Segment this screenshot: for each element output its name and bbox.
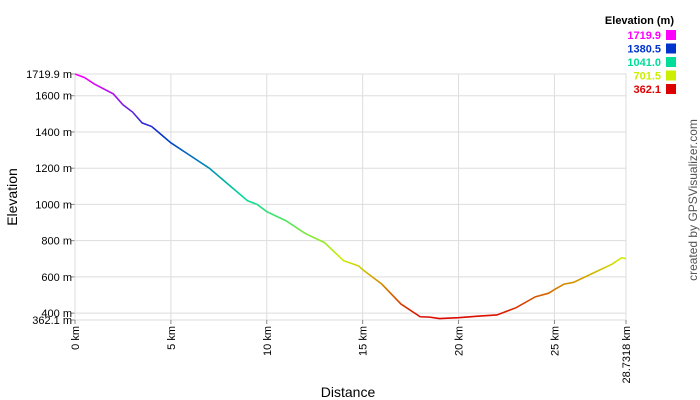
x-tick-label: 10 km	[262, 326, 274, 356]
y-tick-label: 1000 m	[35, 199, 72, 211]
legend-label: 1719.9	[627, 30, 661, 42]
elevation-line	[74, 73, 627, 320]
y-tick-label: 362.1 m	[32, 315, 72, 327]
y-tick-label: 1719.9 m	[26, 69, 72, 81]
legend-swatch	[666, 57, 676, 67]
legend-label: 362.1	[633, 84, 661, 96]
x-tick-label: 28.7318 km	[621, 326, 633, 383]
x-tick-label: 25 km	[549, 326, 561, 356]
y-tick-label: 800 m	[41, 236, 72, 248]
y-tick-label: 600 m	[41, 272, 72, 284]
legend-swatch	[666, 70, 676, 81]
x-axis-title: Distance	[321, 384, 376, 400]
y-axis-title: Elevation	[4, 168, 20, 226]
legend-label: 701.5	[633, 71, 661, 83]
x-tick-label: 20 km	[454, 326, 466, 356]
legend-swatch	[666, 30, 676, 40]
x-tick-label: 15 km	[358, 326, 370, 356]
credit: created by GPSVisualizer.com	[686, 119, 700, 281]
y-tick-label: 1200 m	[35, 163, 72, 175]
legend-label: 1041.0	[627, 57, 661, 69]
plot-frame	[74, 73, 627, 321]
y-tick-label: 1600 m	[35, 91, 72, 103]
legend-title: Elevation (m)	[605, 15, 674, 27]
x-tick-label: 5 km	[166, 326, 178, 350]
legend-label: 1380.5	[627, 44, 661, 56]
x-tick-label: 0 km	[70, 326, 82, 350]
legend-swatch	[666, 43, 676, 54]
y-tick-label: 400 m	[41, 308, 72, 320]
legend-swatch	[666, 84, 676, 94]
y-tick-label: 1400 m	[35, 127, 72, 139]
